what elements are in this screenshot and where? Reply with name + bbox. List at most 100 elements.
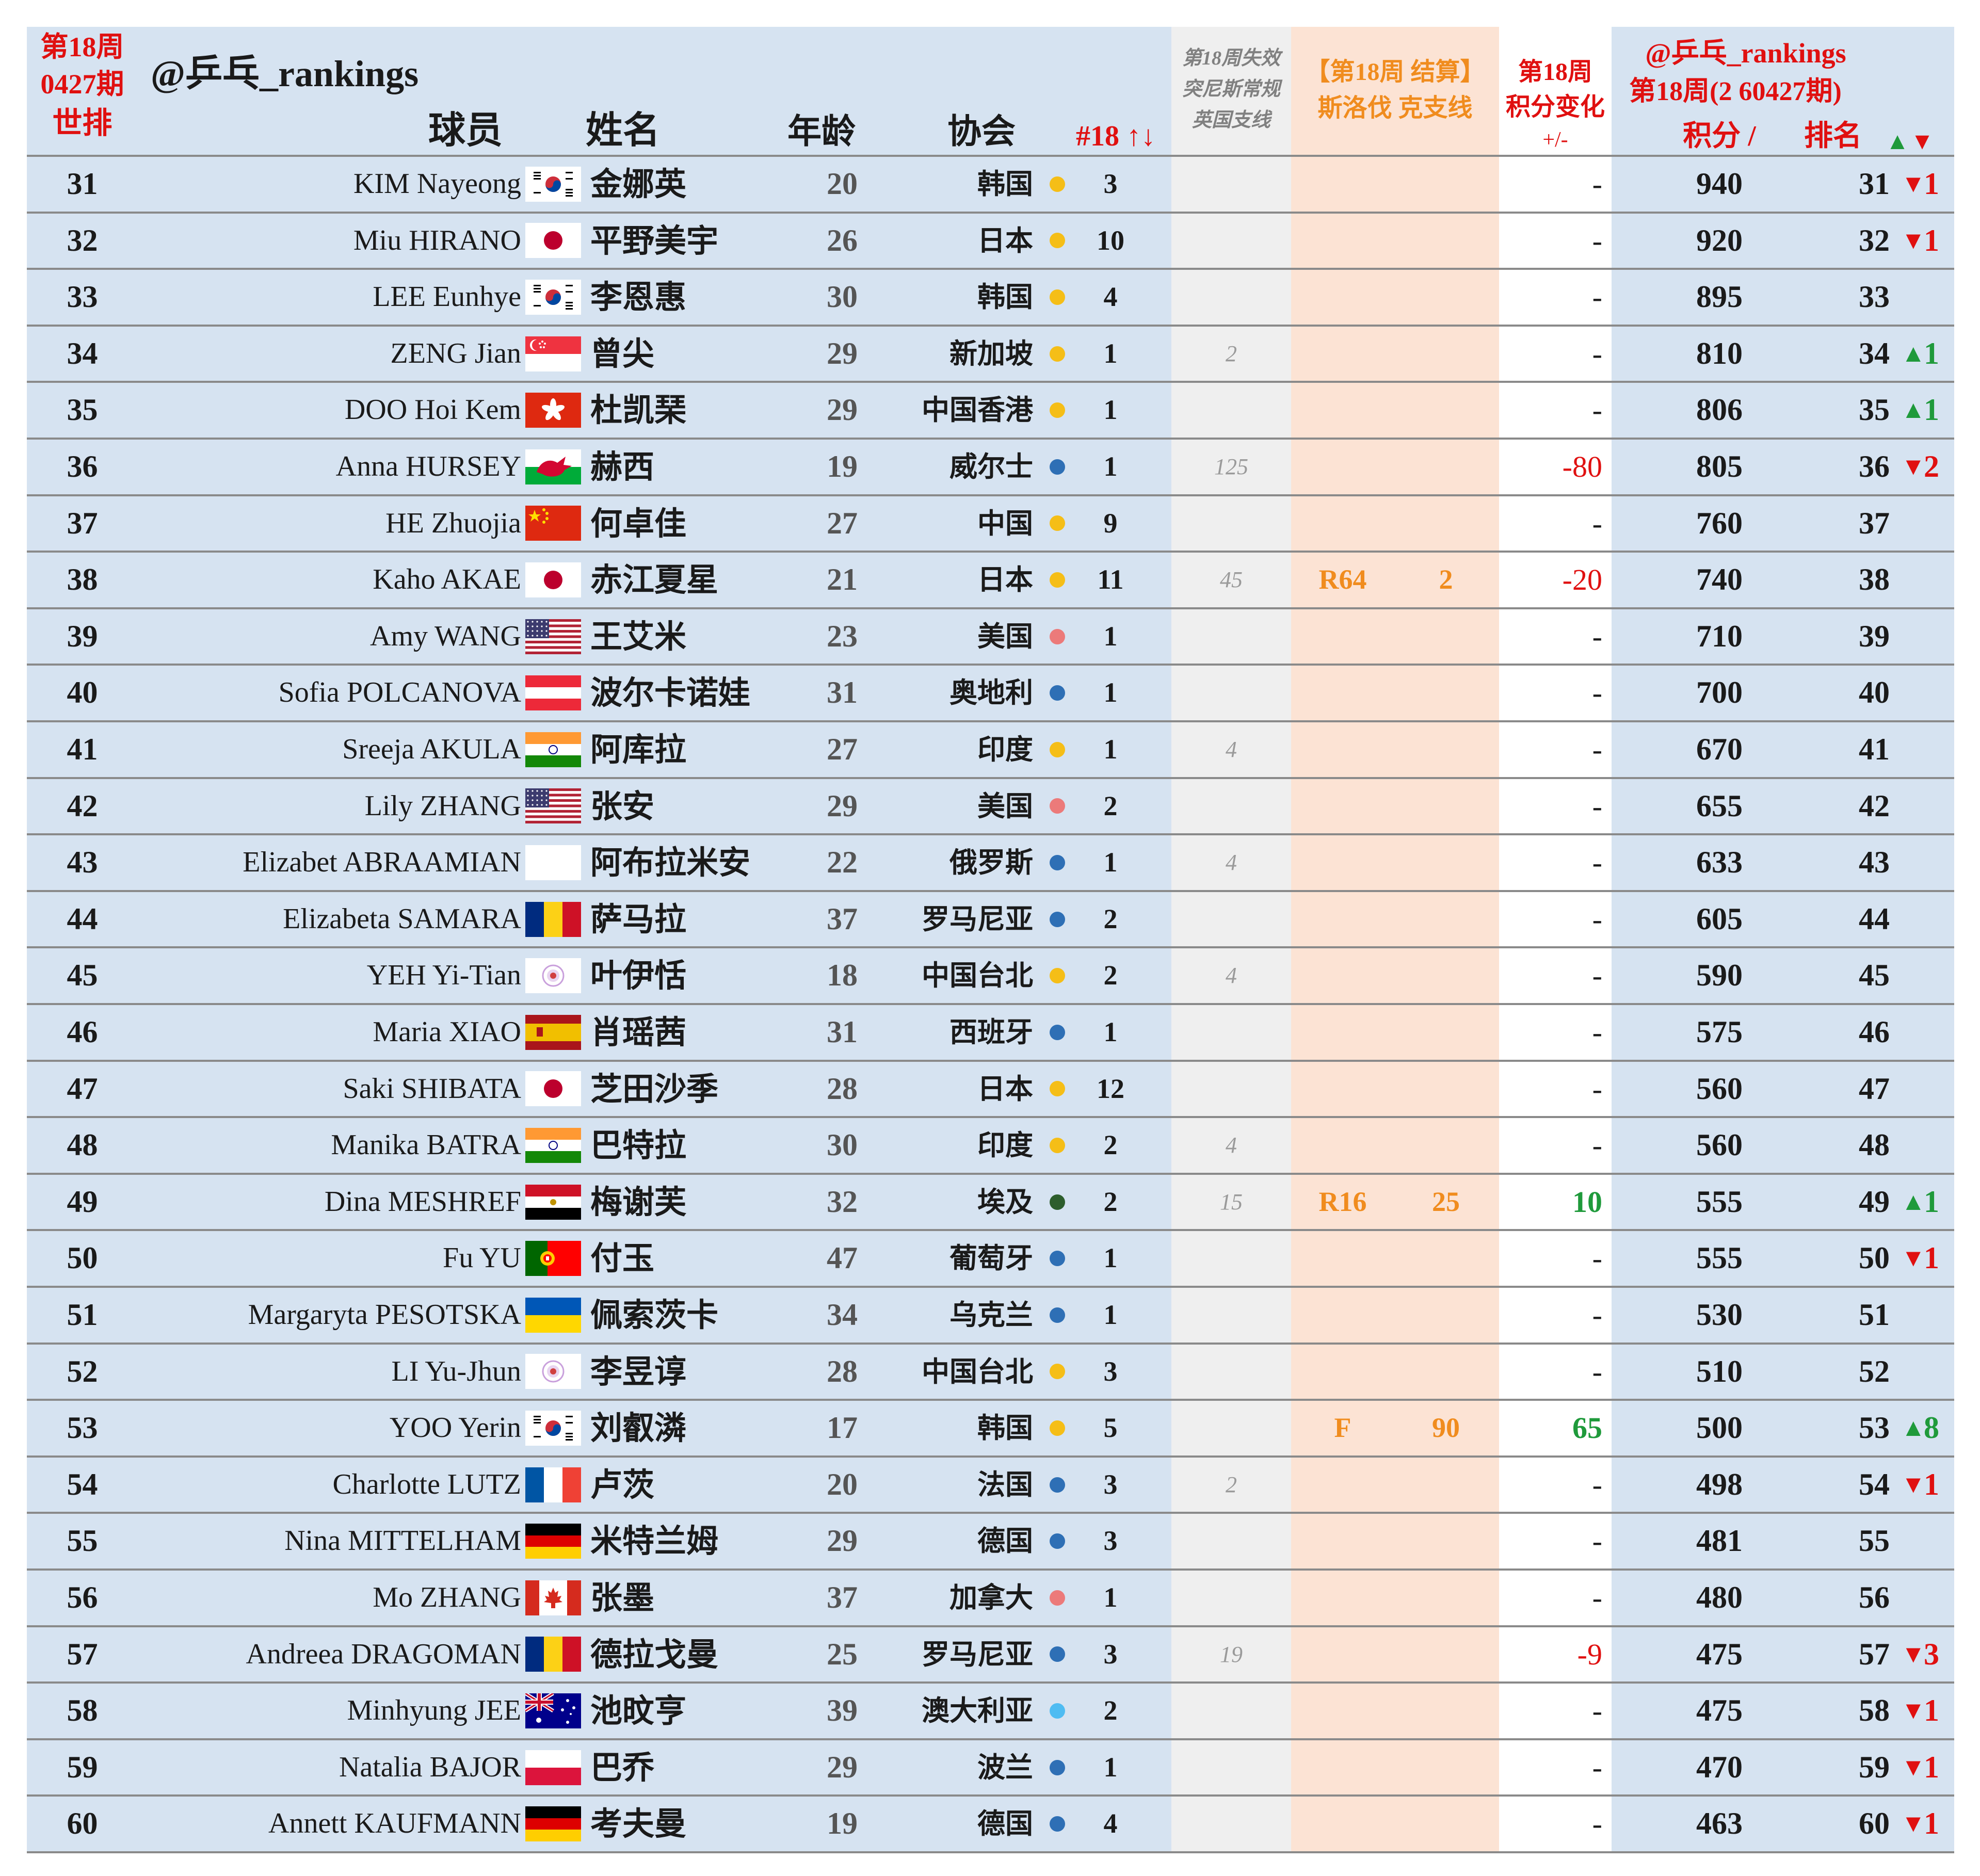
total-points: 805 [1696, 449, 1743, 483]
world-rank: 53 [67, 1411, 98, 1445]
total-points: 895 [1696, 280, 1743, 314]
row-bg-expire [1171, 1288, 1291, 1343]
player-name-cn: 佩索茨卡 [590, 1296, 719, 1334]
flag-icon [525, 958, 581, 994]
right-period: 第18周(2 60427期) [1629, 77, 1842, 106]
row-bg-right [1612, 213, 1954, 268]
association: 乌克兰 [949, 1299, 1033, 1331]
settle-points [1394, 440, 1498, 492]
row-bg-main [27, 722, 1171, 777]
flag-icon [525, 788, 581, 824]
table-row: 52 LI Yu-Jhun 李昱谆 28 中国台北 3 - 510 52 [27, 1344, 1954, 1401]
settle-result [1291, 1062, 1394, 1114]
settle-points [1394, 327, 1498, 379]
rank-move-value [1924, 1514, 1950, 1566]
rank-move-value: 1 [1924, 167, 1939, 201]
player-age: 29 [827, 336, 858, 370]
player-age: 21 [827, 562, 858, 597]
rank-move-value [1924, 948, 1950, 1001]
row-bg-right [1612, 779, 1954, 834]
world-rank: 59 [67, 1750, 98, 1784]
player-age: 29 [827, 788, 858, 823]
row-bg-expire [1171, 326, 1291, 381]
row-bg-main [27, 383, 1171, 438]
row-bg-main [27, 666, 1171, 720]
total-points: 481 [1696, 1524, 1743, 1558]
row-bg-change [1499, 609, 1612, 664]
total-points: 920 [1696, 223, 1743, 257]
association-dot-icon [1050, 854, 1065, 870]
expire-points [1171, 157, 1291, 209]
row-bg-change [1499, 1571, 1612, 1625]
row-bg-expire [1171, 1344, 1291, 1399]
total-points: 633 [1696, 845, 1743, 880]
total-points: 575 [1696, 1015, 1743, 1049]
row-bg-settle [1291, 1457, 1499, 1512]
row-bg-main [27, 835, 1171, 890]
flag-icon [525, 1467, 581, 1502]
row-bg-change [1499, 553, 1612, 607]
row-bg-change [1499, 1288, 1612, 1343]
new-rank: 50 [1859, 1241, 1890, 1275]
new-rank: 45 [1859, 958, 1890, 993]
expire-points [1171, 666, 1291, 718]
event-count: 1 [1103, 1299, 1118, 1330]
name-col-header: 姓名 [585, 110, 660, 151]
association: 日本 [977, 1072, 1033, 1105]
row-bg-expire [1171, 270, 1291, 325]
association-dot-icon [1050, 176, 1065, 192]
association-dot-icon [1050, 741, 1065, 757]
rank-move-value [1924, 835, 1950, 888]
table-row: 45 YEH Yi-Tian 叶伊恬 18 中国台北 2 4 - 590 45 [27, 948, 1954, 1005]
total-points: 560 [1696, 1128, 1743, 1162]
total-points: 555 [1696, 1241, 1743, 1275]
settle-points [1394, 1062, 1498, 1114]
association: 西班牙 [949, 1016, 1033, 1048]
rank-move-arrow-icon [1901, 553, 1924, 605]
row-bg-main [27, 326, 1171, 381]
rank-move-arrow-icon: ▲ [1901, 1414, 1926, 1442]
rank-move-arrow-icon: ▼ [1901, 1697, 1926, 1725]
player-name-en: LEE Eunhye [373, 281, 521, 313]
row-bg-settle [1291, 1288, 1499, 1343]
association: 韩国 [977, 281, 1033, 314]
association: 日本 [977, 224, 1033, 257]
row-bg-change [1499, 948, 1612, 1003]
expire-points: 125 [1214, 454, 1248, 479]
event-count: 1 [1103, 1582, 1118, 1613]
player-age: 29 [827, 1750, 858, 1784]
player-age: 17 [827, 1411, 858, 1445]
table-row: 57 Andreea DRAGOMAN 德拉戈曼 25 罗马尼亚 3 19 -9… [27, 1627, 1954, 1684]
player-age: 32 [827, 1184, 858, 1219]
flag-icon [525, 279, 581, 315]
event-count: 2 [1103, 1129, 1118, 1161]
player-name-cn: 梅谢芙 [590, 1183, 687, 1221]
new-rank: 35 [1859, 393, 1890, 427]
points-change: -20 [1562, 563, 1602, 597]
world-rank: 39 [67, 619, 98, 653]
row-bg-expire [1171, 496, 1291, 551]
row-bg-main [27, 1061, 1171, 1117]
player-name-cn: 金娜英 [590, 165, 687, 203]
settle-result [1291, 892, 1394, 945]
settle-result [1291, 157, 1394, 209]
expire-header-1: 第18周失效 [1182, 47, 1280, 69]
event-count: 5 [1103, 1412, 1118, 1444]
settle-points [1394, 722, 1498, 775]
association-dot-icon [1050, 1759, 1065, 1775]
event-count: 3 [1103, 1468, 1118, 1500]
table-row: 42 Lily ZHANG 张安 29 美国 2 - 655 42 [27, 779, 1954, 836]
row-bg-settle [1291, 1118, 1499, 1173]
row-bg-main [27, 892, 1171, 947]
rank-move-value [1924, 1345, 1950, 1397]
points-change: - [1592, 619, 1602, 653]
expire-points [1171, 1514, 1291, 1566]
row-bg-main [27, 1118, 1171, 1173]
player-age: 37 [827, 1580, 858, 1614]
rank-move-value: 3 [1924, 1637, 1939, 1671]
row-bg-change [1499, 1684, 1612, 1738]
header-bg-main [27, 27, 1171, 157]
points-change: -80 [1562, 450, 1602, 483]
row-bg-right [1612, 157, 1954, 212]
points-change: - [1592, 1354, 1602, 1388]
